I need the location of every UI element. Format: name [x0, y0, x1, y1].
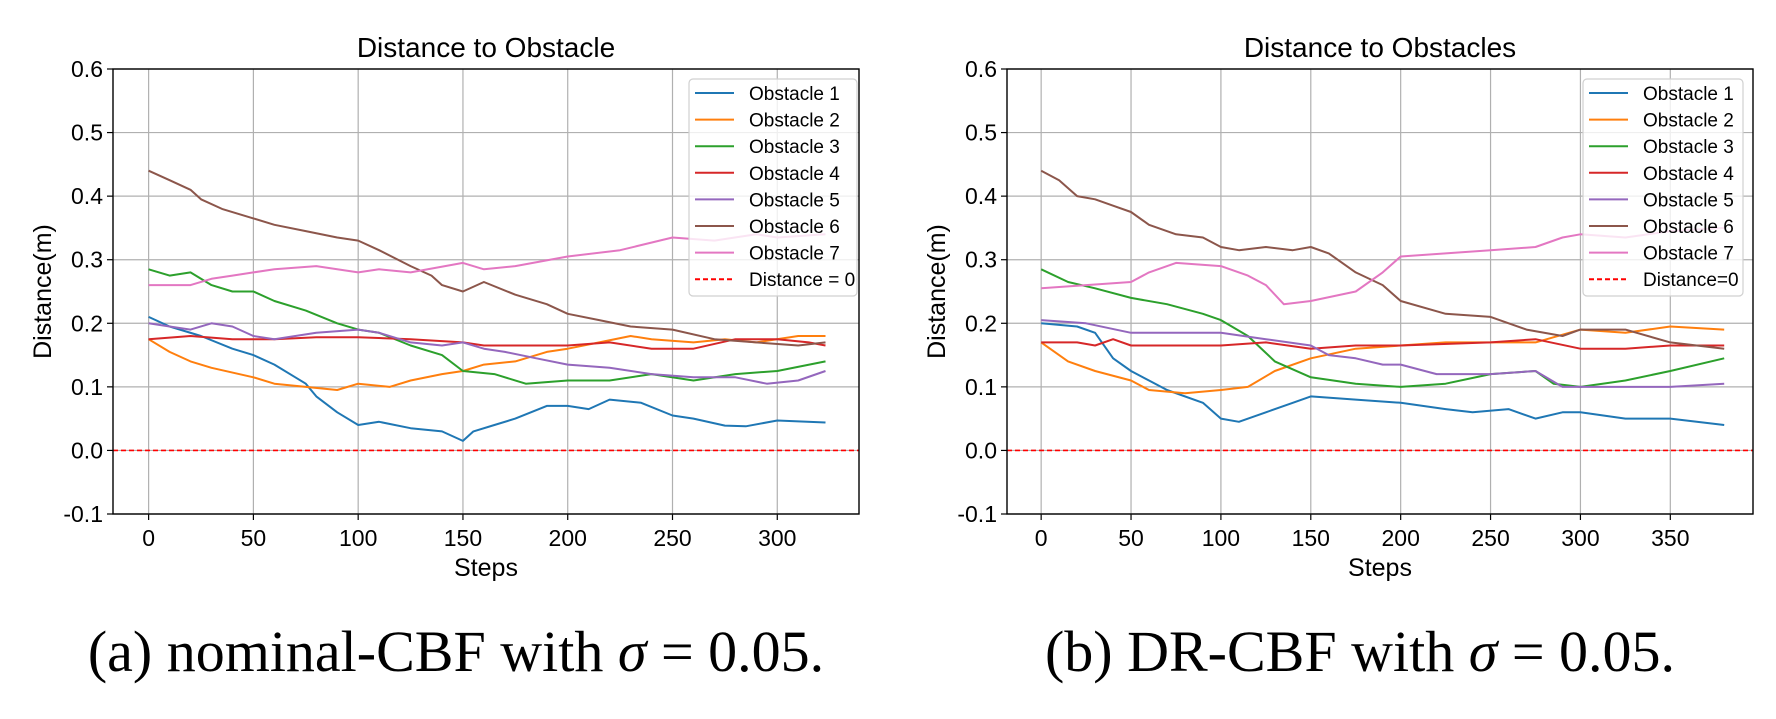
x-tick-label: 200	[1381, 525, 1419, 551]
caption-b-value: = 0.05.	[1497, 619, 1676, 684]
caption-a-text: (a) nominal-CBF with	[87, 619, 618, 684]
legend-label: Distance=0	[1643, 270, 1739, 291]
y-tick-label: 0.1	[965, 374, 997, 400]
y-tick-label: 0.5	[71, 120, 103, 146]
series-line-obstacle-5	[148, 322, 826, 385]
chart-1: 0 50 100 150 200 250 300 -0.1 0.0 0.1 0.2 0.3 0.4 0.5…	[29, 32, 860, 582]
legend-label: Distance = 0	[749, 270, 855, 291]
x-tick-label: 0	[1035, 525, 1048, 551]
legend-label: Obstacle 5	[1643, 190, 1734, 211]
x-tick-label: 0	[142, 525, 155, 551]
caption-a-value: = 0.05.	[646, 619, 825, 684]
y-tick-label: 0.3	[965, 247, 997, 273]
series-line-obstacle-7	[1041, 226, 1725, 306]
legend-label: Obstacle 5	[749, 190, 840, 211]
x-tick-label: 300	[1561, 525, 1599, 551]
series-line-obstacle-5	[1041, 319, 1725, 388]
x-tick-label: 300	[758, 525, 796, 551]
caption-a: (a) nominal-CBF with σ = 0.05.	[88, 618, 824, 685]
legend-label: Obstacle 1	[749, 84, 840, 105]
x-tick-label: 250	[653, 525, 691, 551]
x-tick-label: 100	[339, 525, 377, 551]
legend-label: Obstacle 4	[1643, 164, 1734, 185]
legend-label: Obstacle 1	[1643, 84, 1734, 105]
y-tick-label: 0.0	[71, 437, 103, 463]
legend-label: Obstacle 6	[1643, 217, 1734, 238]
y-tick-label: 0.1	[71, 374, 103, 400]
x-tick-label: 50	[241, 525, 267, 551]
legend-label: Obstacle 2	[749, 111, 840, 132]
y-tick-label: 0.4	[71, 183, 103, 209]
x-tick-label: 50	[1118, 525, 1144, 551]
y-tick-label: 0.0	[965, 437, 997, 463]
caption-b-symbol: σ	[1468, 619, 1498, 684]
y-tick-label: 0.2	[965, 310, 997, 336]
x-tick-label: 150	[1292, 525, 1330, 551]
y-tick-label: 0.5	[965, 120, 997, 146]
x-axis-label: Steps	[1348, 554, 1412, 582]
legend-label: Obstacle 3	[749, 137, 840, 158]
caption-a-symbol: σ	[617, 619, 647, 684]
legend-label: Obstacle 7	[1643, 244, 1734, 265]
legend-label: Obstacle 3	[1643, 137, 1734, 158]
x-tick-label: 150	[444, 525, 482, 551]
legend: Obstacle 1 Obstacle 2 Obstacle 3 Obstacle 4…	[688, 78, 858, 297]
y-tick-label: -0.1	[63, 501, 103, 527]
series-line-obstacle-3	[148, 268, 826, 385]
series-line-obstacle-2	[148, 335, 826, 391]
series-line-obstacle-4	[1041, 338, 1725, 350]
legend: Obstacle 1 Obstacle 2 Obstacle 3 Obstacle 4…	[1582, 78, 1744, 297]
y-axis-label: Distance(m)	[29, 224, 57, 359]
series-line-obstacle-6	[1040, 169, 1725, 350]
legend-label: Obstacle 2	[1643, 111, 1734, 132]
y-tick-label: 0.6	[965, 56, 997, 82]
series-line-obstacle-1	[1041, 322, 1725, 426]
y-tick-label: 0.6	[71, 56, 103, 82]
caption-b: (b) DR-CBF with σ = 0.05.	[1045, 618, 1675, 685]
x-tick-label: 350	[1651, 525, 1689, 551]
legend-box	[688, 78, 858, 297]
x-axis-label: Steps	[454, 554, 518, 582]
chart-title: Distance to Obstacle	[357, 32, 615, 63]
series-line-obstacle-1	[148, 315, 826, 442]
series-line-obstacle-6	[148, 169, 826, 347]
x-tick-label: 100	[1202, 525, 1240, 551]
caption-b-text: (b) DR-CBF with	[1044, 619, 1469, 684]
legend-box	[1582, 78, 1744, 297]
y-tick-label: -0.1	[957, 501, 997, 527]
chart-2: 0 50 100 150 200 250 300 350 -0.1 0.0 0.1 0.2 0.3 0.4…	[923, 32, 1754, 582]
y-tick-label: 0.3	[71, 247, 103, 273]
y-tick-label: 0.4	[965, 183, 997, 209]
series-line-obstacle-4	[148, 335, 826, 350]
x-tick-label: 200	[549, 525, 587, 551]
series-line-obstacle-2	[1040, 325, 1725, 395]
y-axis-label: Distance(m)	[923, 224, 951, 359]
chart-title: Distance to Obstacles	[1244, 32, 1516, 63]
plot-frame	[1006, 68, 1754, 515]
y-tick-label: 0.2	[71, 310, 103, 336]
legend-label: Obstacle 7	[749, 244, 840, 265]
legend-label: Obstacle 4	[749, 164, 840, 185]
legend-label: Obstacle 6	[749, 217, 840, 238]
x-tick-label: 250	[1471, 525, 1509, 551]
plot-frame	[112, 68, 860, 515]
